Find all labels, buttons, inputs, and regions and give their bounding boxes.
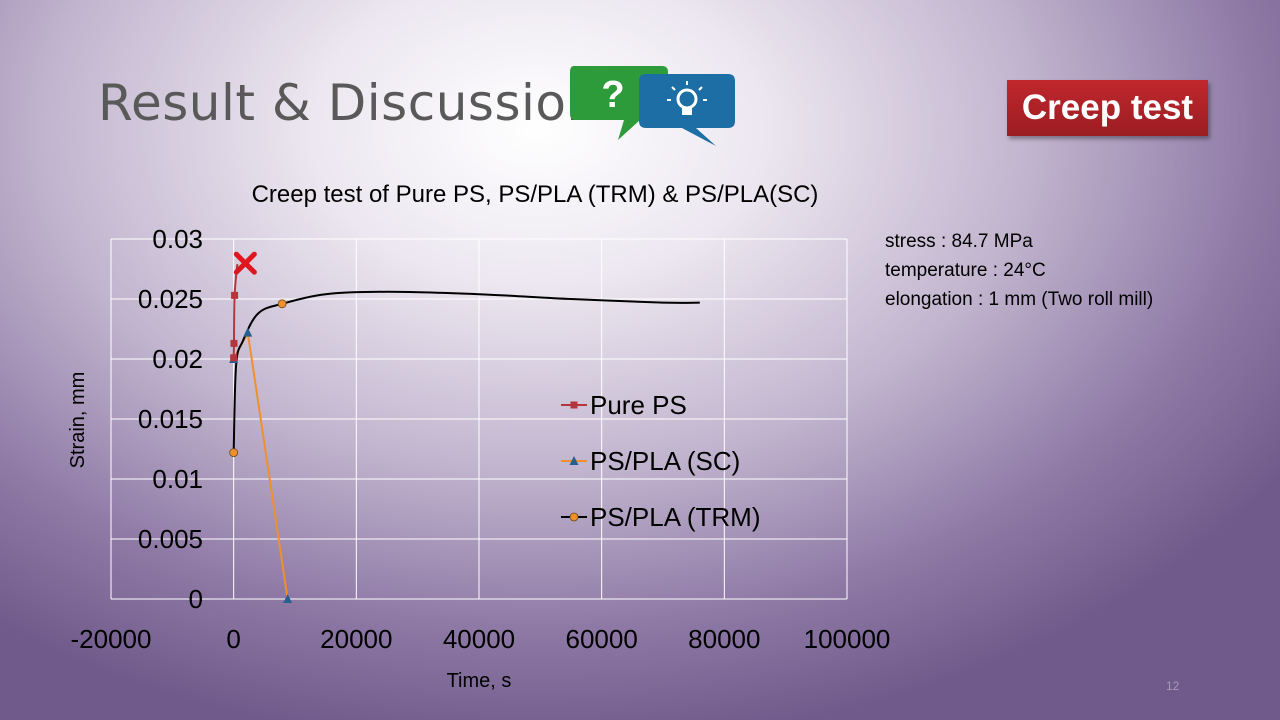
- y-tick-label: 0.03: [152, 224, 203, 254]
- data-point-pure-ps: [230, 354, 238, 362]
- x-axis-title: Time, s: [447, 670, 512, 692]
- legend-marker: [570, 401, 578, 409]
- x-tick-label: 0: [226, 624, 240, 654]
- x-tick-label: 80000: [688, 624, 760, 654]
- data-point-pure-ps: [230, 339, 238, 347]
- y-tick-label: 0: [189, 584, 203, 614]
- data-point-ps-pla-sc: [243, 327, 253, 337]
- discussion-logo: ?: [570, 66, 735, 146]
- chart-title: Creep test of Pure PS, PS/PLA (TRM) & PS…: [252, 181, 819, 208]
- y-axis-title: Strain, mm: [67, 372, 89, 469]
- svg-text:?: ?: [601, 74, 624, 116]
- y-tick-label: 0.01: [152, 464, 203, 494]
- legend-label: PS/PLA (SC): [590, 446, 740, 476]
- data-point-ps-pla-sc: [283, 594, 293, 603]
- condition-elongation: elongation : 1 mm (Two roll mill): [885, 289, 1154, 310]
- legend-marker: [569, 456, 579, 465]
- y-tick-label: 0.015: [138, 404, 203, 434]
- legend-marker: [569, 512, 579, 522]
- x-tick-label: 100000: [804, 624, 891, 654]
- data-point-pure-ps: [231, 291, 239, 299]
- data-point-ps-pla-trm: [277, 299, 287, 309]
- y-tick-label: 0.025: [138, 284, 203, 314]
- creep-test-badge: Creep test: [1007, 80, 1208, 136]
- x-tick-label: 60000: [566, 624, 638, 654]
- x-tick-label: -20000: [71, 624, 152, 654]
- failure-x-icon: [233, 251, 257, 275]
- y-tick-label: 0.02: [152, 344, 203, 374]
- y-tick-label: 0.005: [138, 524, 203, 554]
- lightbulb-bubble-icon: [639, 74, 735, 146]
- series-line-pure-ps: [232, 264, 239, 358]
- data-point-ps-pla-trm: [229, 448, 239, 458]
- condition-stress: stress : 84.7 MPa: [885, 231, 1033, 252]
- legend-label: PS/PLA (TRM): [590, 502, 760, 532]
- series-line-ps-pla-trm: [232, 290, 700, 453]
- x-tick-label: 40000: [443, 624, 515, 654]
- page-number: 12: [1166, 679, 1180, 693]
- slide-title: Result & Discussion: [98, 74, 599, 132]
- legend-label: Pure PS: [590, 390, 687, 420]
- x-tick-label: 20000: [320, 624, 392, 654]
- test-conditions: stress : 84.7 MPa temperature : 24°C elo…: [885, 227, 1153, 314]
- condition-temperature: temperature : 24°C: [885, 260, 1046, 281]
